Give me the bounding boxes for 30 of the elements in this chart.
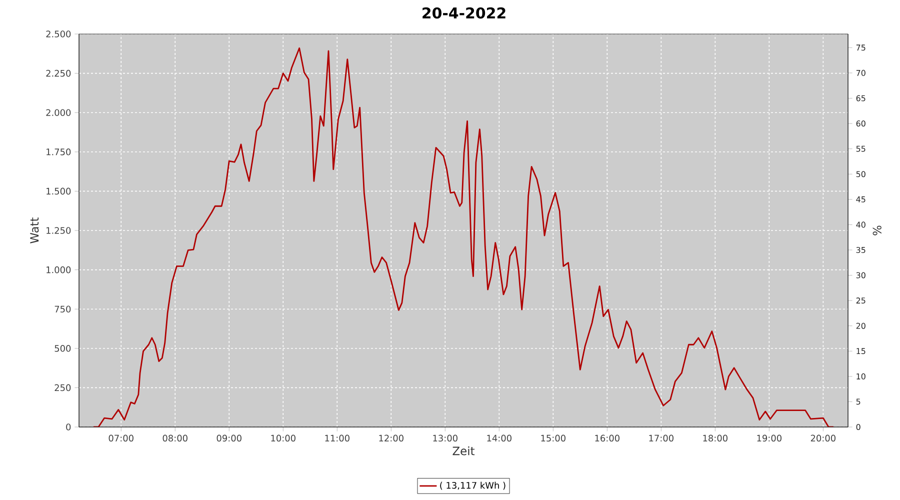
x-tick-label: 08:00 — [162, 434, 188, 442]
x-tick-label: 07:00 — [108, 434, 134, 442]
x-tick-label: 17:00 — [649, 434, 674, 442]
y-tick-label: 250 — [54, 384, 71, 392]
x-tick-label: 20:00 — [810, 434, 836, 442]
x-tick-label: 12:00 — [379, 434, 404, 442]
y-tick-label: 1.000 — [46, 266, 71, 274]
x-tick-label: 16:00 — [595, 434, 620, 442]
y-tick-label: 750 — [54, 306, 71, 312]
x-tick-label: 10:00 — [271, 434, 296, 442]
y-tick-label: 2.500 — [46, 30, 71, 38]
y-tick-label: 0 — [66, 424, 71, 430]
y-tick-label: 500 — [54, 345, 71, 352]
y-tick-label: 1.750 — [46, 148, 71, 156]
y-tick-label: 1.250 — [46, 227, 71, 234]
y-tick-label: 2.250 — [46, 70, 71, 77]
x-tick-label: 14:00 — [487, 434, 512, 442]
y-tick-label: 2.000 — [46, 109, 71, 116]
y2-axis-title: % — [872, 226, 882, 236]
x-tick-label: 19:00 — [757, 434, 782, 442]
x-tick-label: 11:00 — [325, 434, 350, 442]
y-axis-title: Watt — [30, 217, 39, 244]
y-tick-label: 1.500 — [46, 188, 71, 195]
legend-label: ( 13,117 kWh ) — [440, 482, 506, 490]
x-tick-label: 09:00 — [216, 434, 242, 442]
x-axis-title: Zeit — [452, 446, 475, 456]
x-tick-label: 15:00 — [541, 434, 566, 442]
x-tick-label: 13:00 — [433, 434, 458, 442]
chart-title: 20-4-2022 — [422, 7, 506, 19]
x-tick-label: 18:00 — [703, 434, 728, 442]
